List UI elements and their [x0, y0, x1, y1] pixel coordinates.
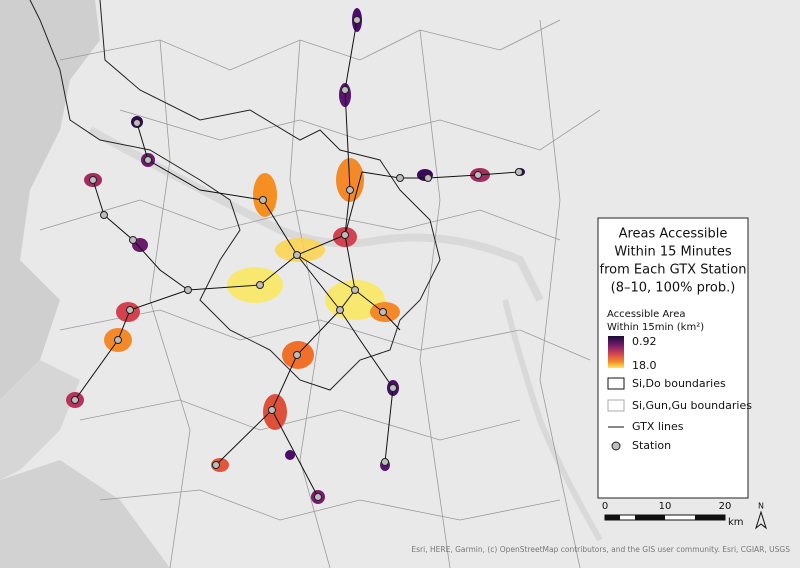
scale-unit: km [728, 517, 744, 528]
legend-subtitle: Within 15min (km²) [607, 322, 704, 333]
legend-title: Within 15 Minutes [614, 245, 732, 260]
legend-swatch [607, 399, 625, 412]
legend-swatch [611, 441, 621, 451]
scale-label: 20 [719, 501, 732, 512]
water [0, 460, 170, 568]
legend-title: from Each GTX Station [600, 263, 747, 278]
legend-subtitle: Accessible Area [607, 309, 685, 320]
color-ramp [608, 336, 624, 368]
north-arrow [755, 510, 767, 530]
water [0, 360, 80, 480]
ramp-label: 18.0 [632, 359, 657, 372]
legend: Areas Accessible Within 15 Minutes from … [597, 217, 752, 499]
scale-segment [605, 515, 620, 520]
north-label: N [758, 502, 764, 511]
stations [71, 16, 523, 501]
river [502, 299, 603, 542]
si-do-boundaries [29, 0, 441, 391]
legend-title: Areas Accessible [619, 227, 728, 242]
water [0, 0, 100, 400]
scale-bar: 0 10 20 km N [602, 501, 767, 530]
legend-swatch [607, 377, 625, 390]
scale-segment [635, 515, 665, 520]
legend-title: (8–10, 100% prob.) [611, 281, 736, 296]
scale-label: 0 [602, 501, 608, 512]
legend-item: GTX lines [632, 420, 684, 433]
ramp-label: 0.92 [632, 335, 657, 348]
legend-item: Si,Gun,Gu boundaries [632, 399, 752, 412]
legend-item: Si,Do boundaries [632, 377, 726, 390]
scale-label: 10 [659, 501, 672, 512]
legend-item: Station [632, 439, 671, 452]
attribution: Esri, HERE, Garmin, (c) OpenStreetMap co… [411, 545, 790, 554]
scale-segment [695, 515, 725, 520]
